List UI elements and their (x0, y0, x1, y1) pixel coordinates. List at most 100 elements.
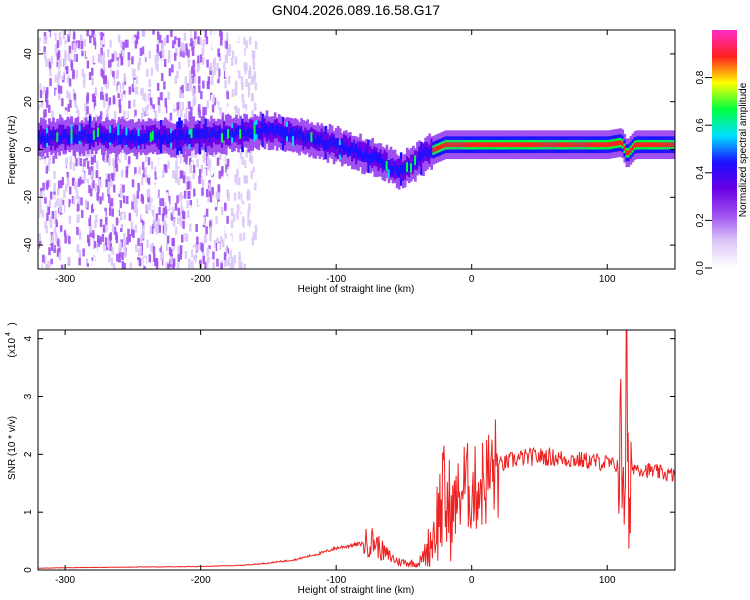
spectrogram-noise-cell (223, 62, 226, 71)
snr-x-label: Height of straight line (km) (298, 585, 415, 596)
spectrogram-plot-area (38, 30, 675, 269)
spectrogram-noise-cell (218, 170, 222, 179)
spectrogram-noise-cell (148, 202, 151, 211)
spectrogram-noise-cell (248, 70, 251, 79)
spectrogram-noise-cell (224, 225, 228, 234)
spectrogram-noise-cell (68, 30, 72, 37)
spectrogram-noise-cell (112, 86, 115, 95)
spectrogram-noise-cell (227, 257, 230, 266)
spectrogram-noise-cell (203, 63, 207, 72)
spectrogram-noise-cell (97, 178, 101, 187)
spectrogram-ridge-cell (519, 142, 523, 148)
spectrogram-noise-cell (88, 166, 91, 175)
spectrogram-ridge-cell (74, 133, 78, 144)
spectrogram-noise-cell (197, 189, 201, 198)
spectrogram-noise-cell (208, 189, 212, 198)
spectrogram-noise-cell (239, 167, 242, 176)
spectrogram-ridge-cell (342, 134, 346, 154)
spectrogram-ridge-cell (159, 135, 163, 146)
spectrogram-ridge-cell (153, 131, 157, 142)
spectrogram-noise-cell (153, 184, 156, 193)
spectrogram-ridge-cell (408, 160, 411, 171)
spectrogram-noise-cell (212, 166, 215, 175)
spectrogram-noise-cell (168, 195, 171, 204)
spectrogram-noise-cell (86, 30, 89, 37)
spectrogram-noise-cell (109, 201, 112, 210)
spectrogram-ridge-cell (529, 142, 533, 148)
spectrogram-ridge-cell (50, 131, 53, 151)
spectrogram-noise-cell (120, 92, 123, 101)
spectrogram-ridge-cell (645, 142, 649, 148)
spectrogram-noise-cell (58, 204, 62, 213)
spectrogram-noise-cell (63, 58, 66, 67)
spectrogram-noise-cell (96, 160, 99, 169)
spectrogram-noise-cell (114, 160, 118, 169)
spectrogram-noise-cell (38, 43, 41, 52)
spectrogram-ridge-cell (483, 142, 486, 148)
spectrogram-noise-cell (152, 104, 155, 113)
spectrogram-noise-cell (53, 244, 56, 253)
spectrogram-noise-cell (209, 62, 213, 71)
spectrogram-ridge-cell (405, 162, 409, 172)
spectrogram-ridge-cell (174, 129, 177, 140)
spectrogram-noise-cell (109, 163, 113, 172)
spectrogram-noise-cell (39, 83, 42, 92)
spectrogram-noise-cell (135, 208, 139, 217)
spectrogram-noise-cell (235, 105, 238, 114)
spectrogram-noise-cell (157, 39, 160, 48)
spectrogram-noise-cell (60, 198, 63, 207)
spectrogram-noise-cell (70, 203, 73, 212)
spectrogram-noise-cell (224, 99, 227, 108)
spectrogram-noise-cell (191, 260, 194, 269)
spectrogram-noise-cell (68, 236, 71, 245)
spectrogram-noise-cell (62, 31, 66, 40)
spectrogram-noise-cell (172, 258, 176, 267)
spectrogram-noise-cell (170, 49, 174, 58)
spectrogram-noise-cell (142, 220, 145, 229)
spectrogram-noise-cell (47, 198, 50, 207)
spectrogram-ridge-cell (442, 143, 446, 149)
spectrogram-noise-cell (71, 153, 75, 162)
y-tick-label: -40 (23, 237, 34, 252)
spectrogram-noise-cell (58, 252, 62, 261)
spectrogram-ridge-cell (249, 128, 253, 139)
spectrogram-noise-cell (145, 250, 148, 259)
spectrogram-ridge-cell (239, 129, 242, 139)
spectrogram-ridge-cell (326, 139, 330, 150)
spectrogram-ridge-cell (440, 144, 444, 149)
spectrogram-noise-cell (188, 258, 191, 267)
spectrogram-noise-cell (162, 169, 165, 178)
spectrogram-noise-cell (91, 30, 94, 38)
spectrogram-noise-cell (85, 112, 88, 121)
spectrogram-noise-cell (241, 93, 244, 102)
spectrogram-noise-cell (78, 249, 82, 258)
spectrogram-ridge-cell (198, 129, 202, 140)
spectrogram-noise-cell (138, 57, 142, 66)
spectrogram-ridge-cell (649, 142, 653, 148)
spectrogram-noise-cell (153, 218, 157, 227)
spectrogram-noise-cell (79, 158, 83, 167)
spectrogram-noise-cell (217, 250, 221, 259)
spectrogram-noise-cell (250, 76, 254, 85)
colorbar-tick-label: 0.0 (695, 261, 706, 275)
snr-y-ticks: 0 1 2 3 4 (23, 335, 675, 573)
spectrogram-noise-cell (202, 39, 205, 48)
spectrogram-noise-cell (99, 38, 103, 47)
spectrogram-ridge-cell (361, 152, 364, 162)
spectrogram-noise-cell (183, 32, 187, 41)
spectrogram-noise-cell (200, 242, 203, 251)
spectrogram-noise-cell (254, 41, 258, 50)
spectrogram-noise-cell (60, 67, 64, 76)
spectrogram-noise-cell (116, 59, 120, 68)
spectrogram-ridge-cell (363, 142, 366, 162)
spectrogram-noise-cell (57, 159, 61, 168)
spectrogram-noise-cell (98, 180, 102, 189)
spectrogram-noise-cell (204, 30, 208, 38)
spectrogram-noise-cell (176, 154, 179, 163)
spectrogram-noise-cell (173, 100, 177, 109)
spectrogram-ridge-cell (607, 142, 610, 148)
spectrogram-noise-cell (141, 149, 145, 158)
spectrogram-noise-cell (67, 240, 70, 249)
spectrogram-noise-cell (67, 53, 71, 62)
spectrogram-noise-cell (52, 91, 55, 100)
